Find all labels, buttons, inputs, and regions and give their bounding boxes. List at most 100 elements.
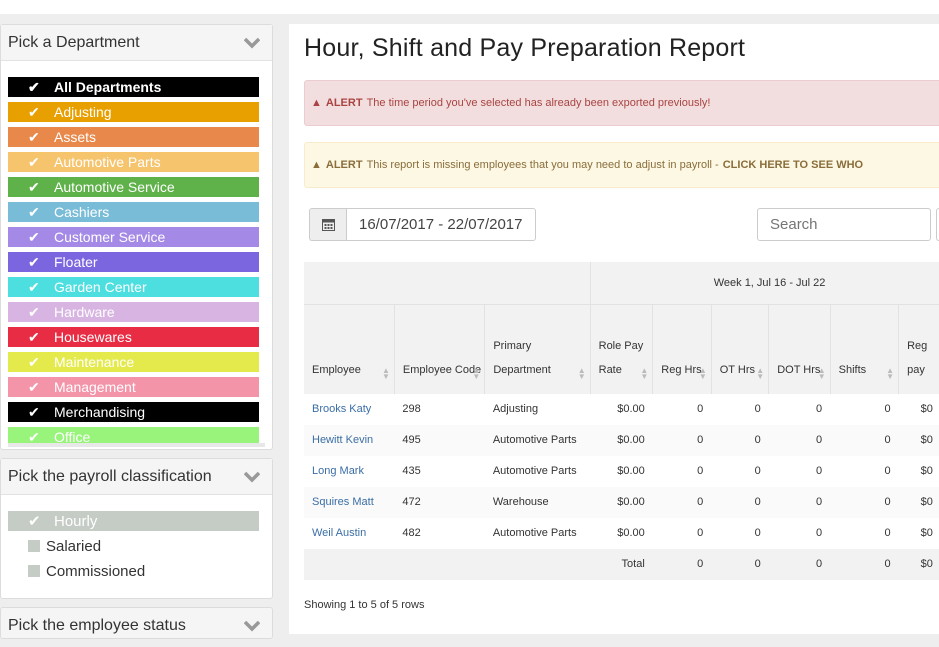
week-header: Week 1, Jul 16 - Jul 22 xyxy=(590,262,939,305)
cell-ot-hrs: 0 xyxy=(754,403,761,415)
status-panel-header[interactable]: Pick the employee status xyxy=(1,608,272,638)
check-icon: ✔ xyxy=(28,103,40,120)
department-label: Hardware xyxy=(54,304,115,320)
department-item[interactable]: ✔ Merchandising xyxy=(8,402,259,422)
payroll-panel-header[interactable]: Pick the payroll classification xyxy=(1,459,272,495)
report-table: Week 1, Jul 16 - Jul 22 Employee ▲ ▼ Employ… xyxy=(304,262,939,580)
missing-employees-alert: ▲ ALERT This report is missing employees… xyxy=(304,142,939,188)
cell-employee-code: 482 xyxy=(402,527,421,539)
column-header-primary-department[interactable]: Primary Department ▲ ▼ xyxy=(484,304,591,394)
see-who-link[interactable]: CLICK HERE TO SEE WHO xyxy=(722,159,864,171)
employee-link[interactable]: Weil Austin xyxy=(312,527,367,539)
payroll-panel-title: Pick the payroll classification xyxy=(8,467,212,485)
department-item[interactable]: ✔ Adjusting xyxy=(8,102,259,122)
cell-reg-hrs: 0 xyxy=(652,486,712,518)
department-scrollbar[interactable] xyxy=(8,443,265,447)
status-panel: Pick the employee status xyxy=(0,607,273,639)
department-label: Floater xyxy=(54,254,98,270)
department-label: Cashiers xyxy=(54,204,110,220)
search-input[interactable] xyxy=(757,208,931,241)
department-item[interactable]: ✔ Assets xyxy=(8,127,259,147)
department-item[interactable]: ✔ Management xyxy=(8,377,259,397)
checkbox-icon xyxy=(28,565,40,577)
department-item[interactable]: ✔ Maintenance xyxy=(8,352,259,372)
calendar-icon xyxy=(321,219,335,231)
department-label: Management xyxy=(54,379,136,395)
cell-dot-hrs: 0 xyxy=(816,465,823,477)
cell-ot-hrs: 0 xyxy=(711,486,769,518)
total-shifts: 0 xyxy=(830,548,899,580)
cell-shifts: 0 xyxy=(884,465,891,477)
table-row: Weil Austin 482 Automotive Parts $0.00 0 0 0 0 $… xyxy=(304,518,939,549)
payroll-option-salaried[interactable]: Salaried xyxy=(8,536,272,556)
employee-link[interactable]: Brooks Katy xyxy=(312,403,372,415)
department-item[interactable]: ✔ Cashiers xyxy=(8,202,259,222)
cell-shifts: 0 xyxy=(884,527,891,539)
check-icon: ✔ xyxy=(28,203,40,220)
column-header-dot-hrs[interactable]: DOT Hrs ▲ ▼ xyxy=(768,304,831,394)
department-item[interactable]: ✔ Housewares xyxy=(8,327,259,347)
cell-employee-name: Squires Matt xyxy=(304,486,395,518)
column-header-ot-hrs[interactable]: OT Hrs ▲ ▼ xyxy=(711,304,770,394)
column-header-reg-pay[interactable]: Reg pay xyxy=(898,304,939,394)
department-list: ✔ All Departments ✔ Adjusting ✔ Assets ✔ Automo… xyxy=(1,61,272,443)
check-icon: ✔ xyxy=(28,428,40,444)
chevron-down-icon[interactable] xyxy=(244,620,260,632)
check-icon: ✔ xyxy=(28,403,40,420)
cell-dot-hrs: 0 xyxy=(816,403,823,415)
employee-link[interactable]: Hewitt Kevin xyxy=(312,434,374,446)
department-panel-header[interactable]: Pick a Department xyxy=(1,25,272,61)
date-range-picker[interactable]: 16/07/2017 - 22/07/2017 xyxy=(309,208,536,241)
column-header-label: Reg Hrs xyxy=(661,363,702,376)
pagination-info: Showing 1 to 5 of 5 rows xyxy=(304,599,425,611)
cell-role-pay-rate: $0.00 xyxy=(617,527,645,539)
cell-role-pay-rate: $0.00 xyxy=(590,486,653,518)
cell-reg-pay: $0 xyxy=(920,403,933,415)
department-item[interactable]: ✔ Automotive Parts xyxy=(8,152,259,172)
payroll-option-label: Hourly xyxy=(54,512,98,530)
department-item[interactable]: ✔ Automotive Service xyxy=(8,177,259,197)
department-item[interactable]: ✔ Garden Center xyxy=(8,277,259,297)
total-reg-pay: $0 xyxy=(898,548,939,580)
date-range-input[interactable]: 16/07/2017 - 22/07/2017 xyxy=(346,208,536,241)
check-icon: ✔ xyxy=(28,278,40,295)
calendar-button[interactable] xyxy=(309,208,346,241)
status-panel-title: Pick the employee status xyxy=(8,616,186,634)
cell-reg-hrs: 0 xyxy=(697,527,704,539)
payroll-option-label: Salaried xyxy=(46,537,102,555)
cell-dot-hrs: 0 xyxy=(816,527,823,539)
cell-dot-hrs: 0 xyxy=(768,486,831,518)
column-header-shifts[interactable]: Shifts ▲ ▼ xyxy=(830,304,900,394)
table-row: Brooks Katy 298 Adjusting $0.00 0 0 0 0 $0 xyxy=(304,394,939,425)
department-item[interactable]: ✔ Office xyxy=(8,427,259,443)
column-header-label: Employee Code xyxy=(402,363,482,376)
cell-primary-department: Automotive Parts xyxy=(492,527,577,539)
payroll-class-list: ✔ Hourly Salaried Commissioned xyxy=(1,495,272,598)
total-blank xyxy=(484,548,591,580)
column-header-employee[interactable]: Employee ▲ ▼ xyxy=(304,304,395,394)
cell-employee-name: Brooks Katy xyxy=(304,394,394,425)
chevron-down-icon[interactable] xyxy=(244,37,260,49)
payroll-option-hourly[interactable]: ✔ Hourly xyxy=(8,511,259,531)
cell-employee-code: 298 xyxy=(402,403,421,415)
column-header-reg-hrs[interactable]: Reg Hrs ▲ ▼ xyxy=(652,304,712,394)
department-item[interactable]: ✔ Hardware xyxy=(8,302,259,322)
cell-primary-department: Adjusting xyxy=(492,403,539,415)
department-item[interactable]: ✔ Customer Service xyxy=(8,227,259,247)
payroll-option-commissioned[interactable]: Commissioned xyxy=(8,561,272,581)
employee-link[interactable]: Squires Matt xyxy=(312,496,374,508)
cell-shifts: 0 xyxy=(830,486,899,518)
column-header-role-pay-rate[interactable]: Role Pay Rate ▲ ▼ xyxy=(590,304,654,394)
department-item[interactable]: ✔ Floater xyxy=(8,252,259,272)
chevron-down-icon[interactable] xyxy=(244,471,260,483)
department-item[interactable]: ✔ All Departments xyxy=(8,77,259,97)
toolbar-button[interactable] xyxy=(936,208,939,241)
cell-role-pay-rate: $0.00 xyxy=(590,424,653,456)
employee-link[interactable]: Long Mark xyxy=(312,465,364,477)
cell-primary-department: Automotive Parts xyxy=(484,424,591,456)
column-header-employee-code[interactable]: Employee Code ▲ ▼ xyxy=(394,304,486,394)
table-row: Long Mark 435 Automotive Parts $0.00 0 0 0 0 $0 xyxy=(304,456,939,487)
department-label: Automotive Service xyxy=(54,179,175,195)
column-header-label: Role Pay Rate xyxy=(598,339,644,376)
warning-icon: ▲ xyxy=(311,159,322,171)
